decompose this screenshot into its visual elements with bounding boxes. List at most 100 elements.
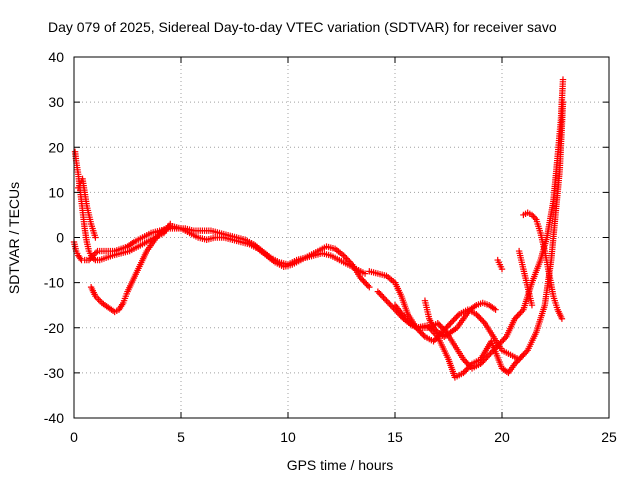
- data-point: [517, 354, 524, 362]
- data-point: [484, 353, 491, 360]
- data-point: [444, 323, 451, 330]
- data-point: [92, 234, 99, 241]
- data-point: [376, 289, 383, 297]
- y-tick-label: 40: [48, 49, 64, 65]
- data-point: [500, 336, 507, 343]
- data-point: [431, 326, 439, 333]
- data-point: [523, 348, 530, 356]
- series-track-k: [515, 247, 536, 309]
- data-point: [478, 317, 486, 324]
- data-point: [430, 324, 437, 331]
- series-track-c: [87, 223, 373, 316]
- data-point: [430, 338, 437, 345]
- series-track-i: [494, 256, 506, 273]
- data-point: [531, 214, 539, 222]
- data-point: [501, 335, 509, 342]
- data-point: [360, 277, 367, 285]
- x-tick-label: 5: [177, 429, 185, 445]
- data-point: [473, 311, 480, 318]
- data-point: [528, 211, 536, 219]
- data-point: [380, 294, 387, 301]
- data-point: [498, 338, 506, 345]
- data-point: [446, 321, 453, 328]
- data-point: [461, 368, 469, 375]
- data-point: [341, 253, 349, 261]
- data-point: [530, 213, 537, 220]
- data-point: [518, 353, 526, 360]
- data-point: [518, 308, 526, 315]
- data-point: [521, 350, 529, 357]
- data-point: [364, 282, 372, 289]
- y-tick-label: -20: [44, 320, 64, 336]
- x-tick-label: 20: [494, 429, 510, 445]
- chart-title: Day 079 of 2025, Sidereal Day-to-day VTE…: [48, 19, 557, 35]
- series-track-d: [75, 175, 99, 241]
- y-tick-label: -10: [44, 275, 64, 291]
- data-point: [517, 309, 524, 316]
- data-point: [87, 255, 94, 262]
- data-point: [475, 314, 483, 321]
- data-point: [453, 314, 460, 321]
- data-point: [366, 283, 373, 291]
- data-point: [511, 360, 519, 368]
- data-point: [450, 317, 457, 324]
- data-point: [528, 301, 536, 309]
- series-track-j: [520, 209, 566, 322]
- data-marks: [70, 76, 567, 381]
- data-point: [559, 76, 567, 83]
- axis-ticks: 0 5 10 15 20 25 -40 -30 -20 -10 0 10 20 30 40: [44, 49, 617, 445]
- x-tick-label: 10: [280, 429, 296, 445]
- data-point: [434, 320, 441, 327]
- data-point: [451, 315, 459, 322]
- data-point: [515, 356, 523, 363]
- data-point: [460, 356, 467, 363]
- data-point: [346, 258, 353, 265]
- data-point: [358, 276, 366, 283]
- data-point: [492, 306, 499, 313]
- series-track-e: [366, 98, 567, 363]
- data-point: [474, 312, 481, 319]
- data-point: [495, 341, 503, 348]
- data-point: [343, 255, 350, 262]
- data-point: [90, 252, 97, 259]
- data-point: [340, 252, 347, 259]
- data-point: [485, 351, 493, 359]
- y-tick-label: 20: [48, 139, 64, 155]
- data-point: [498, 265, 506, 273]
- data-point: [480, 318, 487, 325]
- x-tick-label: 15: [387, 429, 403, 445]
- data-point: [511, 315, 519, 322]
- y-tick-label: 0: [56, 230, 64, 246]
- data-point: [438, 324, 446, 331]
- data-point: [381, 295, 389, 303]
- data-point: [467, 362, 474, 369]
- y-tick-label: -40: [44, 410, 64, 426]
- data-point: [431, 336, 439, 343]
- y-axis-label: SDTVAR / TECUs: [6, 182, 22, 294]
- data-point: [558, 315, 566, 322]
- data-point: [440, 326, 447, 333]
- data-point: [386, 300, 393, 307]
- data-point: [487, 350, 494, 357]
- series-track-h: [421, 297, 499, 340]
- data-point: [416, 327, 423, 334]
- data-point: [465, 363, 473, 371]
- data-point: [85, 256, 93, 264]
- data-point: [363, 280, 370, 288]
- data-point: [464, 365, 471, 372]
- data-point: [441, 327, 449, 334]
- data-point: [436, 321, 443, 328]
- data-point: [463, 359, 470, 366]
- data-point: [361, 279, 369, 286]
- x-tick-label: 0: [70, 429, 78, 445]
- series-track-g: [391, 301, 527, 381]
- data-point: [384, 298, 392, 306]
- x-tick-label: 25: [601, 429, 617, 445]
- data-point: [497, 339, 504, 346]
- data-point: [91, 250, 98, 258]
- grid-lines: [74, 57, 609, 418]
- data-point: [515, 311, 523, 318]
- data-point: [374, 288, 382, 295]
- y-tick-label: -30: [44, 365, 64, 381]
- data-point: [447, 320, 454, 327]
